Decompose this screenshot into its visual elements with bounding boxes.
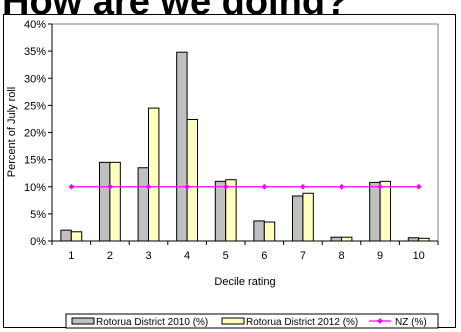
x-tick-label: 4 [184, 250, 190, 262]
bar-2010-decile-3 [137, 167, 150, 242]
nz-point-decile-1 [68, 183, 75, 190]
y-tick-label: 15% [24, 155, 46, 167]
bar-2012-decile-6 [263, 221, 276, 242]
nz-point-decile-8 [338, 183, 345, 190]
bar-2010-decile-7 [291, 195, 304, 242]
x-tick-label: 2 [107, 250, 113, 262]
nz-point-decile-4 [184, 183, 190, 190]
legend-label: Rotorua District 2010 (%) [96, 317, 208, 328]
nz-point-decile-3 [145, 183, 152, 190]
bar-2012-decile-9 [379, 180, 392, 242]
bar-2012-decile-3 [148, 107, 160, 242]
bar-2012-decile-7 [302, 192, 314, 242]
nz-point-decile-2 [107, 183, 113, 190]
legend-label: NZ (%) [395, 317, 427, 328]
bar-2010-decile-8 [330, 236, 343, 242]
y-tick-label: 30% [24, 73, 46, 85]
x-tick-label: 10 [413, 250, 425, 262]
nz-point-decile-6 [261, 183, 268, 190]
y-tick-label: 0% [30, 236, 46, 248]
x-tick-label: 1 [68, 250, 74, 262]
bar-2010-decile-2 [98, 161, 111, 242]
legend-swatch [71, 317, 95, 325]
y-tick-label: 5% [30, 209, 46, 221]
bar-2010-decile-1 [60, 229, 72, 242]
bar-2012-decile-2 [109, 161, 121, 242]
nz-point-decile-5 [222, 183, 229, 190]
y-tick-label: 25% [24, 100, 46, 112]
bar-2010-decile-9 [369, 181, 381, 242]
x-tick-label: 6 [261, 250, 267, 262]
y-tick-label: 35% [24, 46, 46, 58]
bar-2012-decile-8 [341, 236, 353, 242]
x-tick-label: 9 [377, 250, 383, 262]
legend-label: Rotorua District 2012 (%) [246, 317, 358, 328]
bar-2012-decile-4 [186, 118, 199, 242]
nz-point-decile-7 [300, 183, 306, 190]
x-axis-label: Decile rating [214, 276, 275, 288]
legend-marker [377, 318, 383, 324]
bar-2010-decile-4 [176, 51, 188, 242]
y-tick-label: 40% [24, 19, 46, 31]
x-tick-label: 8 [338, 250, 344, 262]
bar-2012-decile-1 [70, 231, 83, 242]
x-tick-label: 7 [300, 250, 306, 262]
nz-point-decile-10 [415, 183, 422, 190]
x-tick-label: 3 [145, 250, 151, 262]
x-tick-label: 5 [223, 250, 229, 262]
y-axis-label: Percent of July roll [6, 87, 18, 177]
y-tick-label: 10% [24, 182, 46, 194]
bar-2012-decile-5 [225, 179, 237, 242]
bar-2010-decile-5 [214, 180, 227, 242]
nz-point-decile-9 [377, 183, 383, 190]
legend-swatch [221, 317, 245, 325]
legend-box [65, 313, 439, 329]
bar-2010-decile-6 [253, 220, 265, 242]
y-tick-label: 20% [24, 128, 46, 140]
